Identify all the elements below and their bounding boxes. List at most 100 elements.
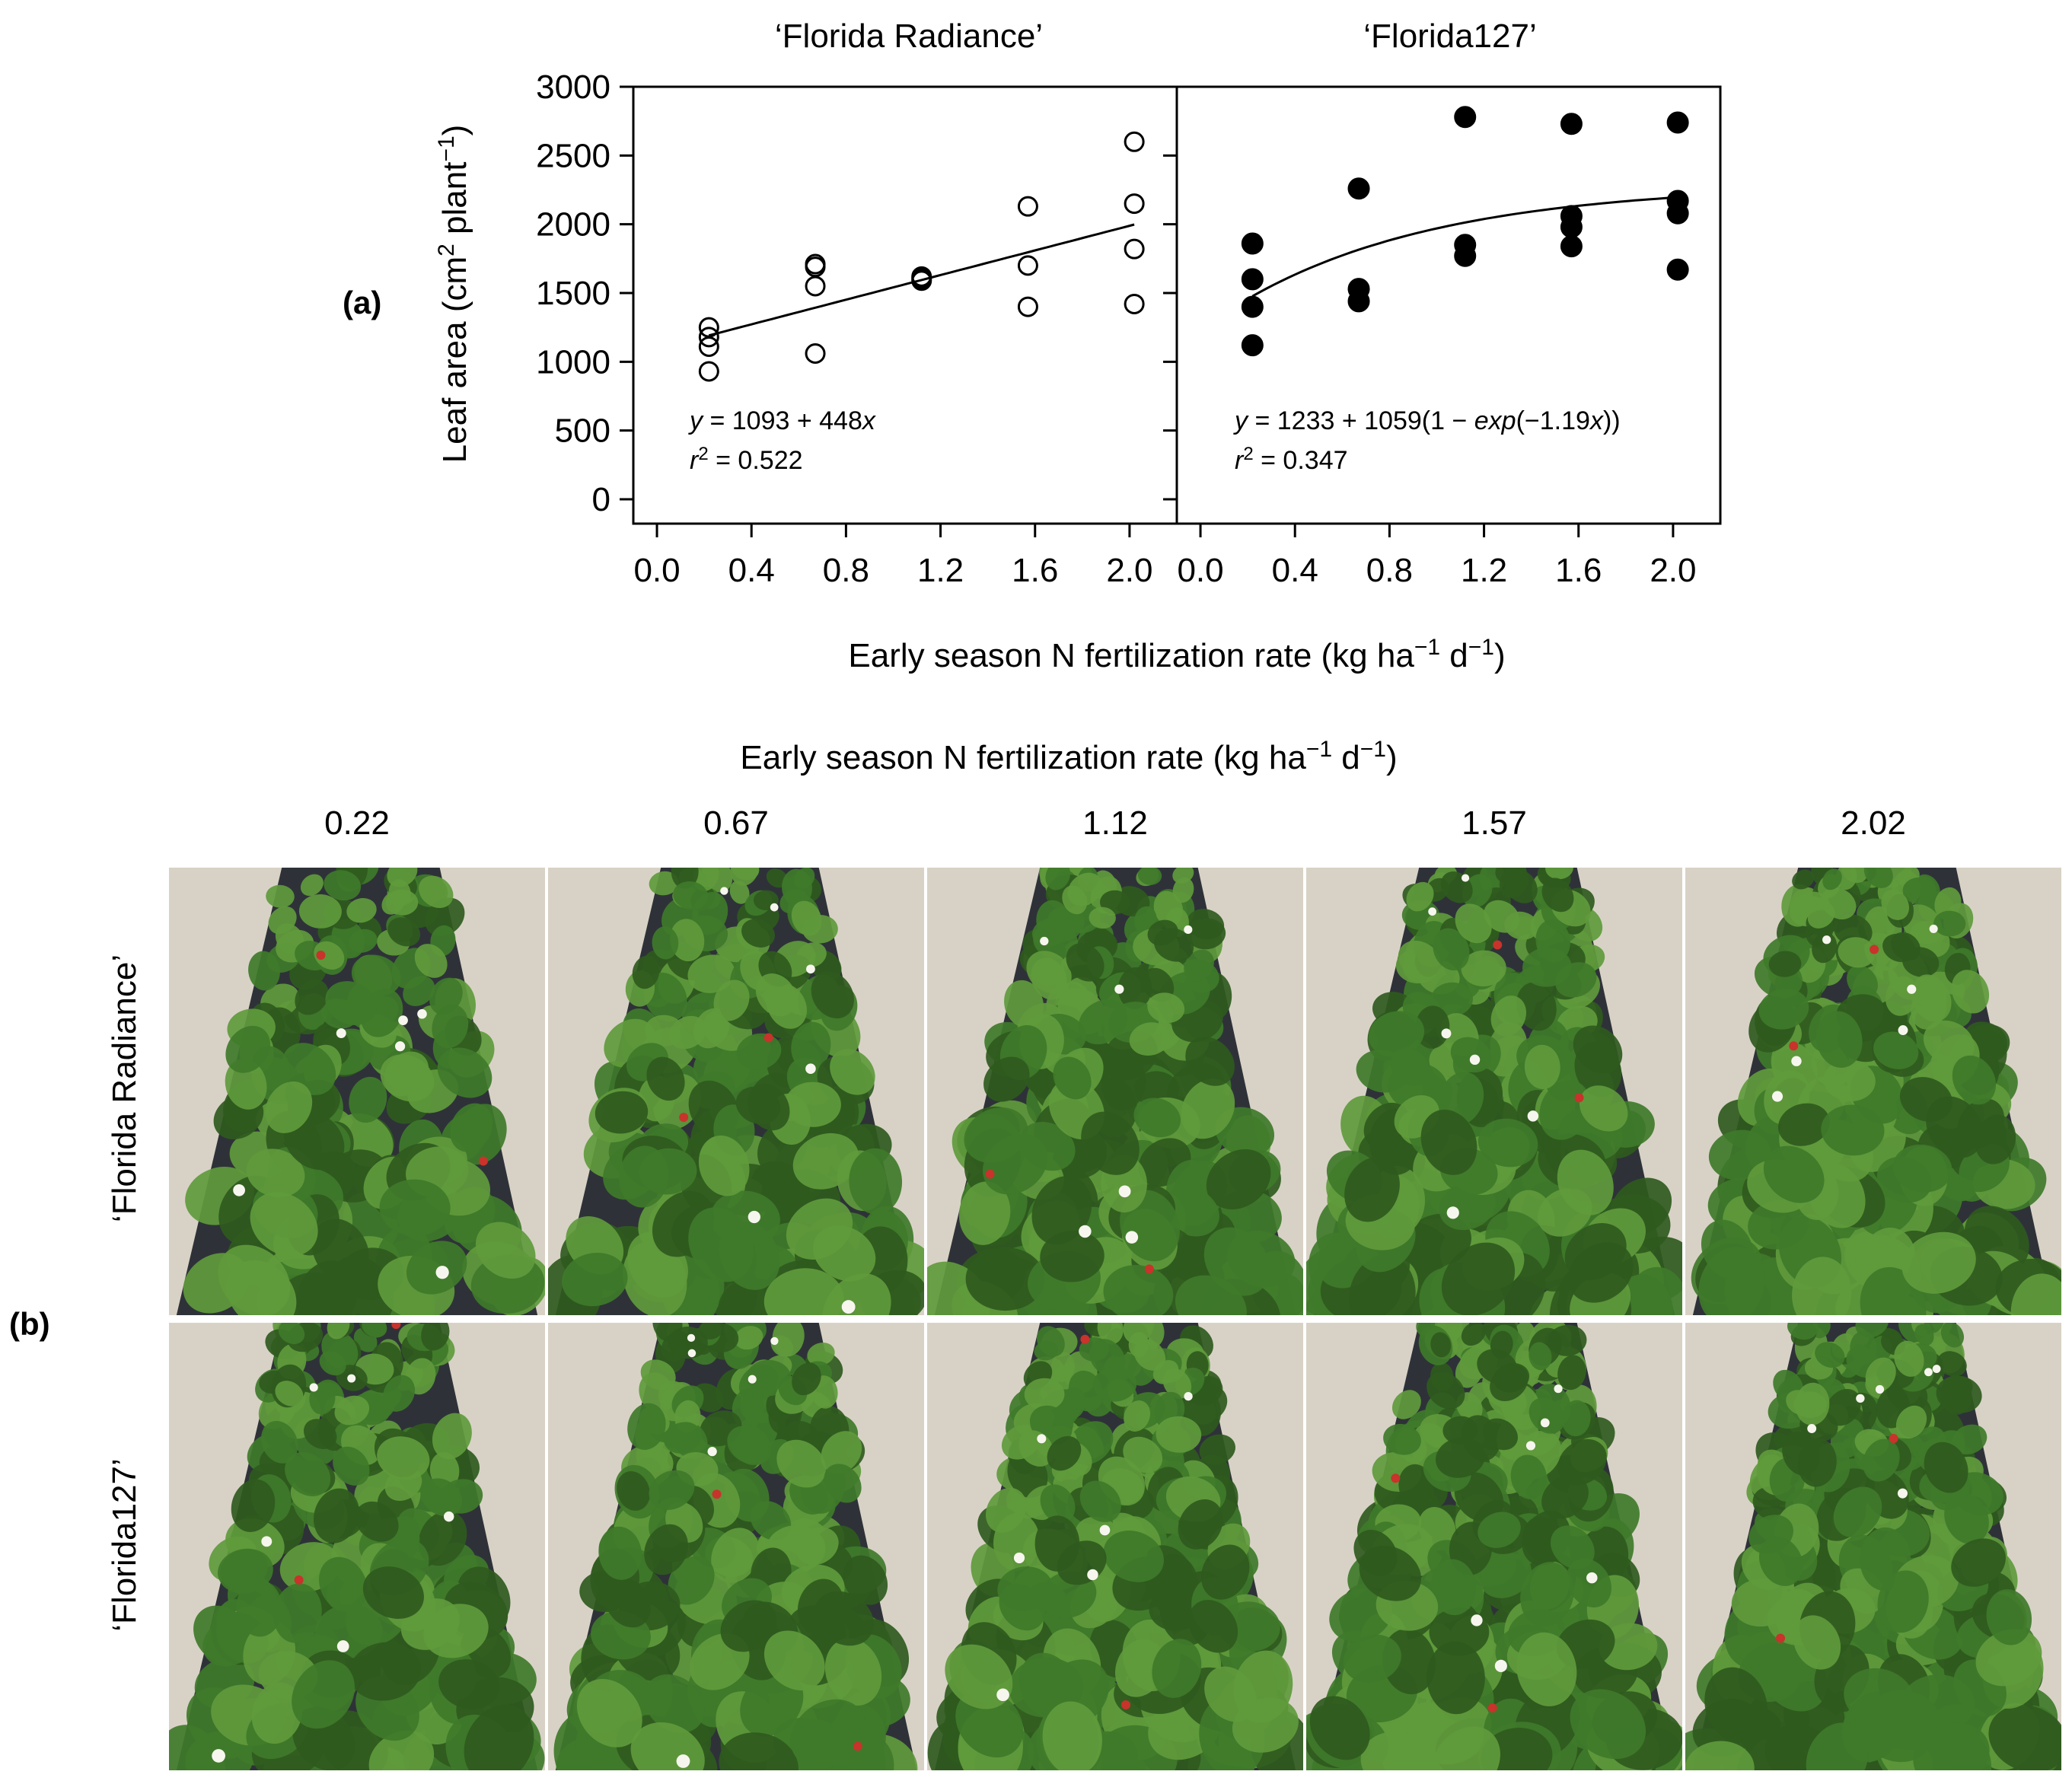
r2-florida127: r2 = 0.347: [1235, 444, 1348, 475]
flower: [1586, 1572, 1598, 1584]
leaf: [1360, 1731, 1435, 1770]
leaf: [1535, 919, 1570, 963]
leaf: [2010, 1273, 2061, 1315]
flower: [1929, 924, 1938, 933]
leaf: [292, 1660, 355, 1729]
leaf: [406, 1241, 467, 1295]
leaf: [830, 1049, 875, 1095]
leaf: [727, 1426, 770, 1464]
leaf: [1162, 1368, 1192, 1399]
leaf: [1348, 1255, 1416, 1315]
leaf: [1792, 869, 1815, 890]
leaf: [1081, 1111, 1140, 1175]
leaf: [246, 1148, 305, 1198]
leaf: [1430, 1332, 1452, 1358]
leaf: [387, 917, 421, 947]
leaf: [324, 870, 362, 901]
leaf: [661, 1330, 691, 1362]
leaf: [755, 973, 797, 1017]
leaf: [464, 1704, 534, 1770]
leaf: [1516, 1632, 1577, 1706]
leaf: [1787, 1323, 1819, 1340]
leaf: [837, 1735, 894, 1770]
flower: [1932, 1365, 1941, 1373]
leaf: [1838, 937, 1876, 968]
plant-photo: [169, 868, 545, 1315]
leaf: [1042, 1701, 1103, 1770]
leaf: [438, 1659, 500, 1709]
leaf: [1441, 1242, 1516, 1315]
leaf: [1557, 1438, 1607, 1486]
leaf: [1763, 1145, 1825, 1203]
chart-title-florida127: ‘Florida127’: [1363, 18, 1536, 55]
flower: [261, 1536, 273, 1547]
flower: [1428, 907, 1437, 916]
leaf: [627, 1403, 666, 1450]
leaf: [630, 1722, 705, 1770]
leaf: [1937, 1351, 1967, 1377]
flower: [1469, 1054, 1481, 1066]
berry: [763, 1033, 773, 1043]
berry: [1776, 1633, 1786, 1643]
leaf: [421, 1478, 463, 1517]
leaf: [1894, 1340, 1924, 1377]
leaf: [644, 1674, 705, 1734]
flower: [1037, 1434, 1047, 1444]
leaf: [698, 1323, 723, 1340]
data-point: [1454, 234, 1477, 256]
data-point: [1666, 190, 1689, 212]
leaf: [814, 1591, 874, 1646]
leaf: [1524, 1044, 1560, 1090]
leaf: [1430, 982, 1473, 1017]
leaf: [423, 1604, 489, 1658]
leaf: [1975, 1629, 2042, 1687]
leaf: [763, 1630, 825, 1690]
leaf: [698, 1135, 750, 1196]
leaf: [1004, 980, 1044, 1028]
flower: [1540, 1418, 1550, 1428]
leaf: [1940, 1323, 1965, 1348]
leaf: [1034, 1340, 1059, 1361]
leaf: [1579, 1085, 1628, 1132]
leaf: [334, 1395, 370, 1426]
berry: [391, 1323, 401, 1330]
leaf: [251, 1682, 303, 1744]
leaf: [1975, 1114, 2016, 1164]
leaf: [1545, 868, 1573, 880]
berry: [1789, 1041, 1799, 1051]
leaf: [1895, 1405, 1927, 1439]
leaf: [319, 1351, 346, 1376]
leaf: [278, 1323, 305, 1345]
flower: [309, 1383, 318, 1392]
data-point: [1347, 278, 1370, 301]
leaf: [275, 1381, 304, 1406]
flower: [1099, 1524, 1111, 1536]
leaf: [1914, 974, 1947, 1011]
flower: [443, 1511, 454, 1522]
data-point: [1454, 106, 1477, 129]
leaf: [1406, 881, 1434, 912]
leaf: [652, 926, 679, 960]
leaf: [1777, 1103, 1830, 1146]
leaf: [663, 1422, 702, 1454]
leaf: [236, 1579, 282, 1637]
leaf: [265, 1081, 313, 1133]
leaf: [1040, 1484, 1076, 1524]
leaf: [432, 1413, 472, 1460]
data-point: [1560, 235, 1583, 258]
leaf: [1815, 1011, 1863, 1068]
leaf: [1040, 1230, 1105, 1282]
leaf: [1899, 1077, 1953, 1122]
leaf: [1442, 1416, 1478, 1445]
flower: [1527, 1110, 1539, 1122]
leaf: [784, 1082, 841, 1127]
leaf: [1128, 1332, 1149, 1358]
x-ticks-right: 0.0 0.4 0.8 1.2 1.6 2.0: [1177, 524, 1696, 589]
x-tick-label: 1.2: [1461, 552, 1507, 589]
flower: [1125, 1231, 1139, 1244]
data-point: [1347, 177, 1370, 200]
photo-grid: [169, 868, 2061, 1770]
flower: [1118, 1185, 1131, 1198]
leaf: [1564, 1223, 1627, 1281]
flower: [1184, 925, 1193, 935]
